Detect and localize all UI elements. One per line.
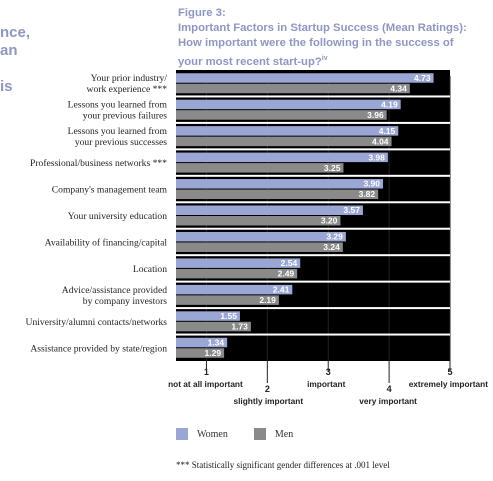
tick-caption-3: important (307, 379, 345, 389)
data-label-women: 3.90 (363, 179, 380, 189)
row-separator (176, 148, 450, 151)
data-label-men: 3.20 (321, 216, 338, 226)
category-label: Assistance provided by state/region (30, 343, 167, 354)
legend-label-women: Women (197, 428, 228, 440)
legend-item-men: Men (253, 428, 294, 440)
row-separator (176, 307, 450, 310)
bar-women (176, 311, 240, 321)
bar-men (176, 189, 379, 200)
tick-label-2: 2 (265, 384, 270, 394)
data-label-men: 2.49 (278, 269, 295, 279)
category-label: by company investors (83, 296, 167, 307)
category-label: work experience *** (87, 84, 168, 95)
data-label-women: 4.19 (381, 99, 398, 109)
tick-label-5: 5 (447, 367, 452, 377)
bar-men (176, 321, 251, 332)
row-separator (176, 174, 450, 177)
data-label-women: 4.73 (414, 73, 431, 83)
category-label: Advice/assistance provided (62, 285, 167, 296)
data-label-men: 3.25 (324, 163, 341, 173)
category-label: Company's management team (52, 185, 168, 196)
data-label-women: 3.98 (368, 152, 385, 162)
category-label: Lessons you learned from (68, 100, 168, 111)
category-label: Your university education (68, 211, 167, 222)
bar-women (176, 152, 388, 163)
row-separator (176, 333, 450, 336)
cropped-fragment-3: is (0, 78, 13, 95)
category-label: Lessons you learned from (68, 126, 168, 137)
row-separator (176, 227, 450, 230)
figure-title-line-3: your most recent start-up?iv (178, 51, 490, 70)
legend-item-women: Women (176, 428, 228, 440)
cropped-fragment-2: an (0, 42, 18, 59)
data-label-women: 2.41 (273, 285, 290, 295)
bar-women (176, 205, 363, 215)
bar-women (176, 99, 401, 110)
bar-women (176, 231, 346, 242)
bar-men (176, 268, 298, 279)
category-label: Professional/business networks *** (30, 158, 167, 169)
tick-caption-4: very important (359, 396, 417, 406)
tick-caption-2: slightly important (234, 396, 304, 406)
bar-men (176, 136, 392, 147)
data-label-men: 1.29 (205, 348, 222, 358)
row-separator (176, 254, 450, 257)
data-label-women: 4.15 (379, 126, 396, 136)
tick-label-4: 4 (387, 384, 392, 394)
category-label: Availability of financing/capital (45, 237, 168, 248)
tick-caption-5: extremely important (409, 379, 489, 389)
data-label-men: 4.34 (390, 83, 407, 93)
figure-label: Figure 3: (178, 7, 226, 19)
data-label-men: 1.73 (231, 322, 248, 332)
cropped-left-text: nce, an is (0, 24, 30, 96)
bar-men (176, 295, 279, 305)
data-label-women: 1.34 (208, 337, 225, 347)
data-label-men: 3.82 (359, 189, 376, 199)
tick-label-3: 3 (326, 367, 331, 377)
data-label-women: 3.29 (326, 232, 343, 242)
row-separator (176, 95, 450, 98)
category-label: Your prior industry/ (91, 73, 168, 84)
data-label-men: 3.24 (323, 242, 340, 252)
bar-women (176, 126, 399, 136)
data-label-men: 3.96 (367, 110, 384, 120)
category-label: your previous failures (83, 111, 167, 122)
data-label-women: 2.54 (281, 258, 298, 268)
bar-men (176, 83, 410, 94)
data-label-women: 3.57 (343, 205, 360, 215)
bar-men (176, 242, 343, 252)
figure-header: Figure 3: Important Factors in Startup S… (178, 6, 490, 70)
figure-title-line-2: How important were the following in the … (178, 37, 454, 49)
row-separator (176, 121, 450, 124)
category-label: University/alumni contacts/networks (26, 317, 168, 328)
bar-men (176, 110, 387, 120)
row-separator (176, 201, 450, 204)
bar-women (176, 337, 228, 348)
bar-women (176, 179, 384, 189)
bar-women (176, 284, 293, 295)
data-label-men: 4.04 (372, 136, 389, 146)
data-label-men: 2.19 (259, 295, 276, 305)
footnote: *** Statistically significant gender dif… (176, 460, 390, 470)
bar-men (176, 348, 225, 358)
bar-men (176, 163, 344, 173)
category-label: your previous successes (75, 137, 167, 148)
legend-swatch-women (176, 428, 188, 440)
figure-title-line-1: Important Factors in Startup Success (Me… (178, 22, 467, 34)
tick-caption-1: not at all important (168, 379, 243, 389)
legend: Women Men (176, 428, 319, 440)
cropped-fragment-1: nce, (0, 24, 31, 41)
figure-title-superscript: iv (321, 55, 328, 62)
bar-men (176, 216, 341, 226)
row-separator (176, 280, 450, 283)
category-label: Location (133, 264, 167, 275)
bar-women (176, 258, 301, 268)
bar-women (176, 73, 434, 83)
data-label-women: 1.55 (220, 311, 237, 321)
bar-chart: 4.73 4.34 Your prior industry/work experie… (26, 70, 489, 406)
legend-swatch-men (253, 428, 266, 440)
legend-label-men: Men (274, 428, 294, 440)
figure-title-line-3-text: your most recent start-up? (178, 55, 322, 68)
tick-label-1: 1 (204, 367, 209, 377)
